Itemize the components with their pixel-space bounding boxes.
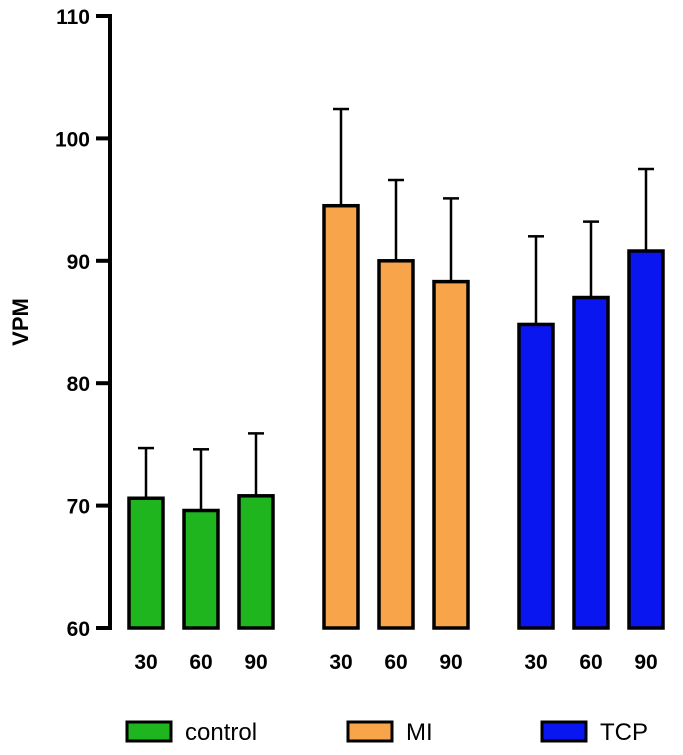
y-axis: 60 70 80 90 100 110 [55, 6, 112, 641]
x-tick-label: 90 [244, 651, 267, 674]
bar-TCP-30 [517, 322, 555, 630]
bar-TCP-60 [572, 295, 610, 630]
bar-MI-30 [322, 203, 360, 630]
y-tick-label: 100 [55, 128, 90, 151]
legend: control MI TCP [125, 719, 648, 746]
y-axis-title: VPM [8, 298, 33, 346]
bar-control-60 [182, 508, 220, 630]
bars [127, 107, 665, 630]
legend-swatch-TCP [540, 720, 588, 743]
x-tick-label: 30 [524, 651, 547, 674]
bar-control-30 [127, 496, 165, 630]
y-tick-label: 80 [67, 373, 90, 396]
y-tick-label: 60 [67, 618, 90, 641]
legend-label-MI: MI [406, 719, 433, 746]
y-tick-label: 70 [67, 496, 90, 519]
bar-MI-90 [432, 279, 470, 630]
y-tick-label: 90 [67, 251, 90, 274]
x-tick-label: 60 [189, 651, 212, 674]
bar-TCP-90 [627, 249, 665, 630]
bar-MI-60 [377, 259, 415, 630]
legend-swatch-control [125, 720, 173, 743]
legend-label-TCP: TCP [600, 719, 648, 746]
x-tick-label: 90 [634, 651, 657, 674]
x-tick-label: 90 [439, 651, 462, 674]
x-axis-tick-labels: 30 60 90 30 60 90 30 60 90 [134, 651, 657, 674]
bar-control-90 [237, 494, 275, 630]
y-tick-label: 110 [56, 6, 90, 29]
legend-label-control: control [185, 719, 257, 746]
legend-swatch-MI [346, 720, 394, 743]
x-tick-label: 30 [329, 651, 352, 674]
x-tick-label: 60 [384, 651, 407, 674]
x-tick-label: 30 [134, 651, 157, 674]
x-tick-label: 60 [579, 651, 602, 674]
